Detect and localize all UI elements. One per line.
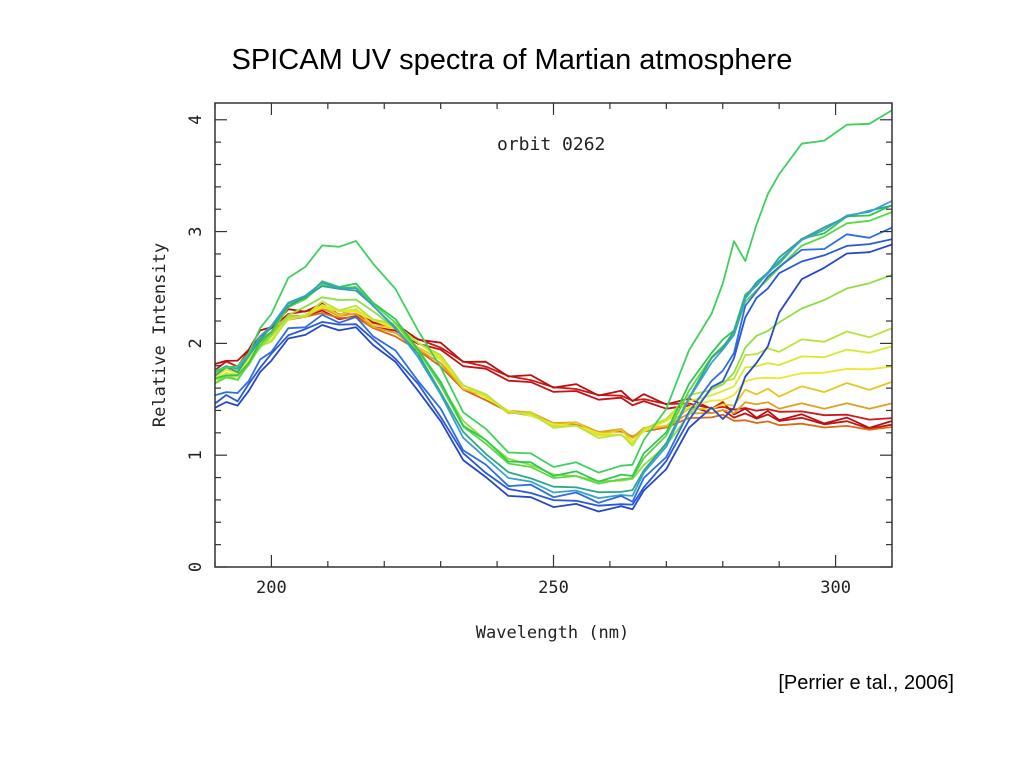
- x-tick-label: 250: [538, 578, 569, 598]
- x-axis-label: Wavelength (nm): [476, 623, 630, 643]
- y-tick-label: 1: [186, 450, 206, 460]
- series-line-18: [214, 109, 893, 474]
- citation: [Perrier e tal., 2006]: [778, 672, 954, 694]
- series-layer: [214, 109, 893, 513]
- x-tick-label: 200: [256, 578, 287, 598]
- series-line-3: [214, 302, 893, 429]
- series-line-6: [214, 304, 893, 443]
- series-line-16: [214, 238, 893, 507]
- series-line-14: [214, 200, 893, 500]
- y-tick-label: 3: [186, 226, 206, 236]
- series-line-12: [214, 204, 893, 483]
- slide-title: SPICAM UV spectra of Martian atmosphere: [231, 44, 793, 76]
- series-line-15: [214, 226, 893, 504]
- series-line-10: [214, 274, 893, 483]
- y-axis-label: Relative Intensity: [150, 243, 170, 427]
- chart-annotation: orbit 0262: [497, 134, 605, 155]
- x-tick-label: 300: [820, 578, 851, 598]
- y-tick-label: 0: [186, 562, 206, 572]
- y-tick-label: 2: [186, 338, 206, 348]
- series-line-17: [214, 243, 893, 513]
- series-line-13: [214, 204, 893, 494]
- y-tick-label: 4: [186, 115, 206, 125]
- tick-layer: 200 250 300 0 1 2 3 4: [186, 103, 893, 598]
